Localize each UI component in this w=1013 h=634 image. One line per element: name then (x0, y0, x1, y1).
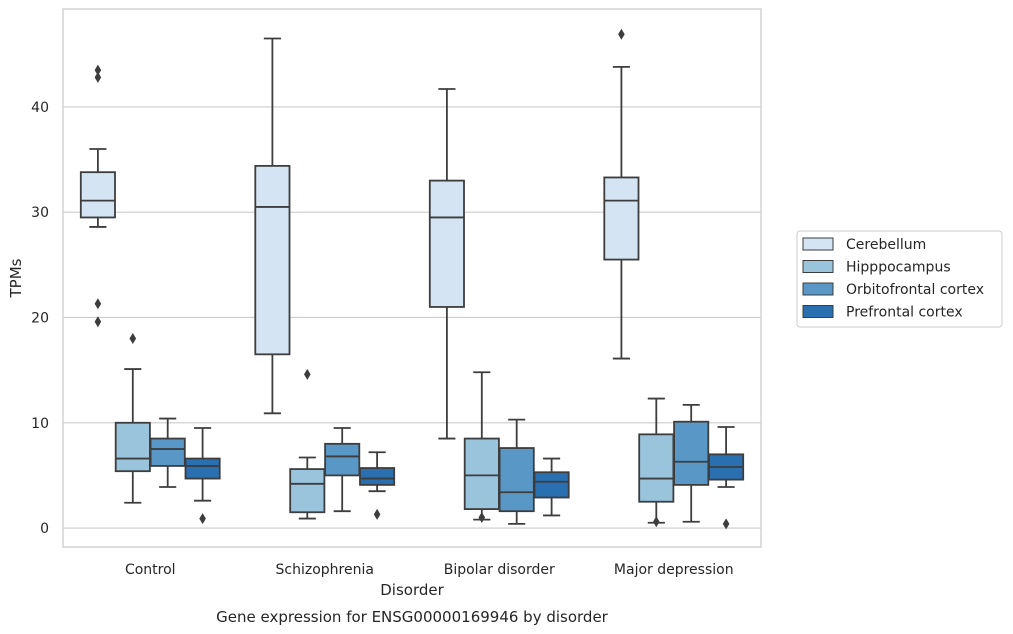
legend-swatch (802, 237, 834, 251)
box (603, 28, 640, 360)
outlier-point (653, 516, 660, 528)
box-body (184, 457, 221, 480)
box (428, 88, 465, 440)
box-body (149, 437, 186, 467)
legend-label: Prefrontal cortex (846, 305, 963, 321)
chart-caption: Gene expression for ENSG00000169946 by d… (216, 608, 609, 626)
outlier-point (94, 64, 102, 76)
outlier-point (722, 518, 730, 530)
y-tick-label: 20 (31, 310, 49, 326)
box-body (324, 442, 361, 477)
outlier-point (618, 28, 625, 40)
y-tick-labels: 0 10 20 30 40 (31, 100, 49, 537)
legend-label: Hipppocampus (846, 260, 951, 276)
x-tick-label: Bipolar disorder (444, 562, 555, 578)
box-body (114, 421, 151, 473)
box (359, 451, 396, 520)
box-body (603, 176, 640, 261)
box (114, 333, 151, 504)
box-body (289, 468, 326, 514)
x-tick-label: Major depression (614, 562, 734, 578)
legend-label: Cerebellum (846, 237, 926, 253)
x-tick-label: Schizophrenia (276, 562, 374, 578)
box (463, 371, 500, 524)
box (673, 403, 710, 523)
grid-lines (63, 106, 761, 529)
box-body (428, 179, 465, 308)
box-body (498, 447, 535, 513)
outlier-point (94, 316, 102, 328)
y-tick-label: 30 (31, 205, 49, 221)
legend-label: Orbitofrontal cortex (846, 282, 984, 298)
box (149, 417, 186, 488)
legend-swatch (802, 260, 834, 273)
legend-swatch (802, 282, 834, 296)
box-body (359, 467, 396, 486)
box (638, 397, 675, 528)
box-body (254, 164, 291, 356)
x-axis-label: Disorder (380, 581, 444, 599)
outlier-point (304, 368, 311, 380)
outlier-point (478, 512, 486, 524)
outlier-point (373, 508, 381, 520)
box-body (533, 471, 570, 499)
y-tick-label: 10 (31, 416, 49, 432)
legend-items: Cerebellum Hipppocampus Orbitofrontal cort… (802, 237, 984, 321)
y-tick-label: 40 (31, 100, 49, 116)
legend-swatch (802, 305, 834, 318)
box (708, 426, 745, 530)
box-plot-series (79, 28, 745, 530)
box-body (673, 420, 710, 486)
legend: Cerebellum Hipppocampus Orbitofrontal cort… (796, 230, 1003, 328)
box (254, 37, 291, 415)
x-tick-label: Control (125, 562, 176, 578)
box (184, 427, 221, 525)
box (533, 457, 570, 517)
x-tick-labels: Control Schizophrenia Bipolar disorder Majo… (125, 562, 734, 578)
legend-frame (796, 230, 1003, 328)
box (289, 368, 326, 520)
box (498, 418, 535, 525)
outlier-point (94, 298, 102, 310)
y-axis-label: TPMs (7, 258, 25, 298)
plot-frame (62, 8, 762, 548)
box-body (463, 437, 500, 510)
outlier-point (94, 71, 102, 83)
outlier-point (199, 513, 206, 525)
box (324, 427, 361, 513)
outlier-point (129, 333, 137, 345)
box (79, 64, 116, 328)
box-body (638, 433, 675, 503)
box-body (79, 171, 116, 219)
y-tick-label: 0 (40, 521, 49, 537)
